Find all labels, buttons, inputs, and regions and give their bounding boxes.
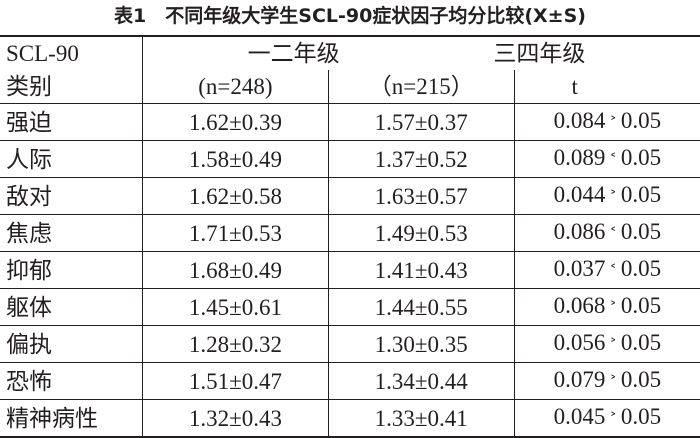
scl90-table: SCL-90 一二年级 三四年级 类别 (n=248) （n=215） tP 强…: [0, 35, 700, 438]
n2-label: （n=215）: [328, 70, 514, 104]
group2-value-cell: 1.34±0.44: [328, 363, 514, 400]
comparison-sign: ˂: [605, 262, 621, 280]
group1-value-cell: 1.32±0.43: [143, 400, 329, 438]
p-value: 0.05: [621, 330, 661, 355]
factor-cell: 恐怖: [0, 363, 143, 400]
group1-value-cell: 1.68±0.49: [143, 252, 329, 289]
p-value: 0.05: [621, 145, 661, 170]
tp-cell: 0.084˃0.05: [514, 104, 700, 141]
p-value: 0.05: [621, 404, 661, 429]
comparison-sign: ˃: [605, 188, 621, 206]
group2-value-cell: 1.44±0.55: [328, 289, 514, 326]
group2-value-cell: 1.37±0.52: [328, 141, 514, 178]
group-header: 一二年级 三四年级: [143, 36, 700, 70]
tp-cell: 0.079˃0.05: [514, 363, 700, 400]
comparison-sign: ˃: [605, 410, 621, 428]
header-row-groups: SCL-90 一二年级 三四年级: [0, 36, 700, 70]
t-value: 0.089: [554, 145, 606, 170]
group1-value-cell: 1.45±0.61: [143, 289, 329, 326]
p-value: 0.05: [621, 293, 661, 318]
group1-value-cell: 1.58±0.49: [143, 141, 329, 178]
corner-top: SCL-90: [0, 36, 143, 70]
factor-cell: 躯体: [0, 289, 143, 326]
factor-cell: 敌对: [0, 178, 143, 215]
group2-value-cell: 1.57±0.37: [328, 104, 514, 141]
tp-cell: 0.056˃0.05: [514, 326, 700, 363]
p-value: 0.05: [621, 108, 661, 133]
comparison-sign: ˂: [605, 151, 621, 169]
group1-value-cell: 1.51±0.47: [143, 363, 329, 400]
factor-cell: 偏执: [0, 326, 143, 363]
p-value: 0.05: [621, 182, 661, 207]
factor-cell: 精神病性: [0, 400, 143, 438]
p-value: 0.05: [621, 219, 661, 244]
tp-cell: 0.068˃0.05: [514, 289, 700, 326]
group2-label: 三四年级: [449, 37, 629, 70]
tp-header: tP: [514, 70, 700, 104]
group1-value-cell: 1.62±0.58: [143, 178, 329, 215]
factor-cell: 抑郁: [0, 252, 143, 289]
t-value: 0.044: [554, 182, 606, 207]
group1-label: 一二年级: [214, 37, 374, 70]
tp-cell: 0.037˂0.05: [514, 252, 700, 289]
t-value: 0.068: [554, 293, 606, 318]
comparison-sign: ˃: [605, 373, 621, 391]
t-value: 0.045: [554, 404, 606, 429]
group1-value-cell: 1.28±0.32: [143, 326, 329, 363]
p-label: P: [635, 70, 700, 103]
header-row-n: 类别 (n=248) （n=215） tP: [0, 70, 700, 104]
group2-value-cell: 1.49±0.53: [328, 215, 514, 252]
t-value: 0.084: [554, 108, 606, 133]
comparison-sign: ˃: [605, 336, 621, 354]
n1-label: (n=248): [143, 70, 329, 104]
t-value: 0.037: [554, 256, 606, 281]
t-value: 0.086: [554, 219, 606, 244]
tp-cell: 0.086˂0.05: [514, 215, 700, 252]
comparison-sign: ˃: [605, 114, 621, 132]
t-value: 0.079: [554, 367, 606, 392]
group1-value-cell: 1.71±0.53: [143, 215, 329, 252]
group2-value-cell: 1.33±0.41: [328, 400, 514, 438]
tp-cell: 0.044˃0.05: [514, 178, 700, 215]
t-value: 0.056: [554, 330, 606, 355]
group2-value-cell: 1.41±0.43: [328, 252, 514, 289]
corner-bottom: 类别: [0, 70, 143, 104]
tp-cell: 0.045˃0.05: [514, 400, 700, 438]
p-value: 0.05: [621, 367, 661, 392]
group1-value-cell: 1.62±0.39: [143, 104, 329, 141]
tp-cell: 0.089˂0.05: [514, 141, 700, 178]
factor-cell: 强迫: [0, 104, 143, 141]
comparison-sign: ˂: [605, 225, 621, 243]
factor-cell: 人际: [0, 141, 143, 178]
t-label: t: [515, 70, 635, 103]
group2-value-cell: 1.30±0.35: [328, 326, 514, 363]
group2-value-cell: 1.63±0.57: [328, 178, 514, 215]
p-value: 0.05: [621, 256, 661, 281]
factor-cell: 焦虑: [0, 215, 143, 252]
table-caption: 表1 不同年级大学生SCL-90症状因子均分比较(X±S): [0, 0, 700, 33]
comparison-sign: ˃: [605, 299, 621, 317]
